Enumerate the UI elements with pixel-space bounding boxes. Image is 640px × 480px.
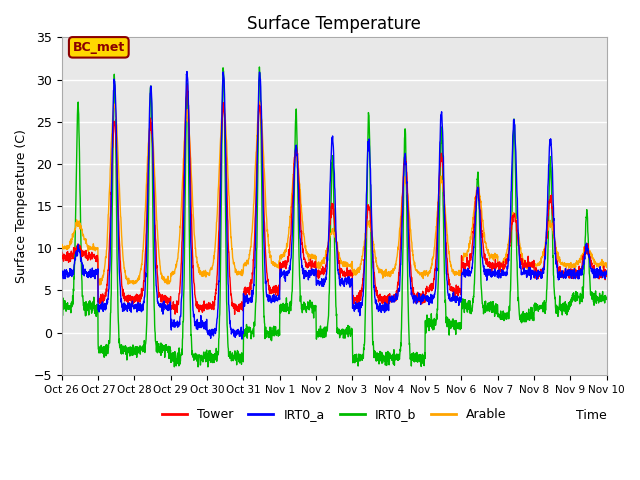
IRT0_a — [238, 336, 246, 342]
Arable — [493, 252, 500, 258]
Arable — [351, 266, 358, 272]
IRT0_b — [555, 305, 563, 311]
IRT0_b — [255, 64, 263, 70]
IRT0_b — [603, 297, 611, 302]
Arable — [210, 254, 218, 260]
Legend: Tower, IRT0_a, IRT0_b, Arable: Tower, IRT0_a, IRT0_b, Arable — [157, 403, 511, 426]
Arable — [570, 263, 578, 269]
IRT0_b — [210, 360, 218, 365]
IRT0_b — [362, 265, 370, 271]
Arable — [96, 282, 104, 288]
Tower — [555, 264, 563, 270]
IRT0_a — [570, 272, 578, 277]
Tower — [351, 300, 358, 306]
Line: IRT0_b: IRT0_b — [62, 67, 607, 367]
IRT0_a — [58, 268, 66, 274]
Line: IRT0_a: IRT0_a — [62, 72, 607, 339]
Arable — [555, 255, 563, 261]
Arable — [256, 99, 264, 105]
Title: Surface Temperature: Surface Temperature — [247, 15, 421, 33]
Tower — [183, 83, 191, 88]
Y-axis label: Surface Temperature (C): Surface Temperature (C) — [15, 129, 28, 283]
Tower — [362, 228, 370, 234]
IRT0_b — [493, 305, 500, 311]
Tower — [58, 250, 66, 255]
IRT0_a — [183, 69, 191, 74]
Arable — [362, 227, 370, 232]
Tower — [603, 274, 611, 279]
Tower — [210, 306, 218, 312]
Arable — [58, 244, 66, 250]
Tower — [493, 261, 500, 266]
Text: BC_met: BC_met — [73, 41, 125, 54]
IRT0_a — [362, 205, 370, 211]
IRT0_a — [603, 268, 611, 274]
Text: Time: Time — [576, 408, 607, 421]
IRT0_a — [351, 308, 358, 314]
IRT0_a — [493, 269, 500, 275]
IRT0_b — [58, 306, 66, 312]
Tower — [570, 270, 578, 276]
IRT0_b — [570, 296, 578, 301]
Arable — [603, 264, 611, 270]
IRT0_b — [351, 359, 358, 364]
IRT0_a — [555, 276, 563, 282]
Tower — [231, 312, 239, 317]
IRT0_a — [210, 329, 218, 335]
IRT0_b — [204, 364, 212, 370]
Line: Tower: Tower — [62, 85, 607, 314]
Line: Arable: Arable — [62, 102, 607, 285]
